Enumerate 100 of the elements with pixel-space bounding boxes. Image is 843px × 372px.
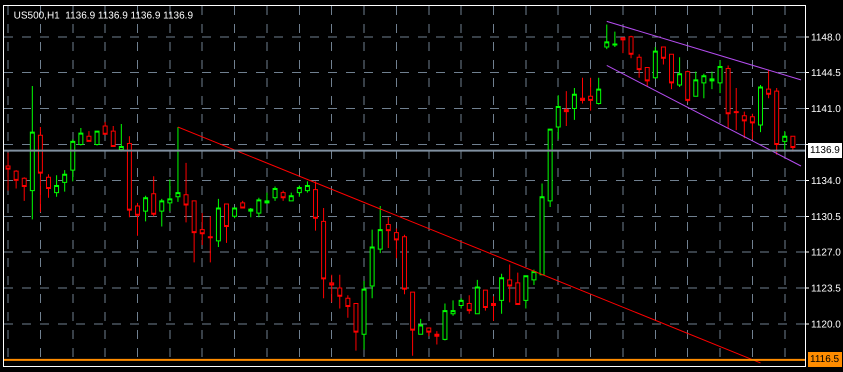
y-tick-label: 1127.0 (811, 248, 842, 259)
ref-line-label: 1136.9 (810, 145, 840, 156)
candlestick (321, 208, 326, 299)
candlestick (175, 126, 180, 202)
candlestick (159, 198, 164, 228)
candlestick (313, 180, 318, 232)
candlestick (6, 152, 11, 192)
candlestick (636, 54, 642, 78)
candlestick (38, 126, 43, 213)
chart-title: US500,H1 1136.9 1136.9 1136.9 1136.9 (14, 10, 194, 22)
candlestick (766, 69, 772, 99)
candlestick (507, 264, 512, 303)
candlestick (734, 88, 739, 131)
candlestick (280, 190, 286, 202)
candlestick (620, 37, 626, 54)
candlestick (548, 128, 553, 208)
candlestick (450, 300, 456, 316)
candlestick (718, 60, 723, 94)
candlestick (612, 31, 618, 48)
candlestick (256, 197, 262, 218)
candlestick (742, 111, 747, 139)
y-tick-label: 1130.5 (811, 212, 842, 223)
candlestick (143, 195, 148, 222)
candlestick (466, 294, 472, 314)
candlestick (240, 200, 246, 209)
candlestick (434, 330, 440, 345)
candlestick (386, 216, 391, 249)
candlestick (54, 174, 60, 198)
candlestick (410, 292, 416, 356)
candlestick (556, 94, 561, 140)
candlestick (418, 318, 424, 335)
candlestick (135, 202, 140, 236)
candlestick (248, 208, 254, 218)
candlestick (580, 77, 585, 104)
candlestick (442, 302, 448, 341)
candlestick (46, 174, 51, 198)
y-tick-label: 1148.0 (811, 32, 842, 44)
candlestick (660, 46, 666, 65)
candlestick (200, 212, 205, 246)
candlestick (345, 294, 350, 318)
candlestick (394, 228, 399, 259)
candlestick (685, 70, 690, 103)
candlestick (264, 192, 270, 204)
candlestick (669, 54, 674, 90)
candlestick (94, 130, 100, 146)
candlestick (677, 56, 682, 88)
candlestick (482, 290, 488, 312)
candlestick (709, 71, 714, 90)
candlestick (564, 90, 569, 126)
candlestick (644, 67, 650, 86)
candlestick (474, 279, 480, 314)
candlestick (370, 229, 375, 299)
candlestick (378, 206, 383, 254)
candlestick (491, 296, 496, 322)
candlestick (78, 128, 84, 146)
candlestick (102, 121, 108, 135)
candlestick (232, 208, 238, 219)
candlestick (184, 162, 189, 223)
candlestick (523, 275, 528, 310)
candlestick (126, 136, 132, 218)
y-tick-label: 1123.5 (811, 284, 842, 295)
candlestick (62, 170, 68, 192)
candlestick (329, 274, 334, 303)
candlestick (426, 328, 432, 337)
candlestick (588, 77, 594, 112)
candlestick (596, 77, 602, 105)
candlestick (110, 126, 116, 148)
candlestick (572, 88, 577, 120)
candlestick (531, 269, 536, 286)
y-tick-label: 1120.0 (811, 319, 842, 330)
candlestick (337, 274, 342, 310)
candlestick (151, 176, 156, 217)
candlestick (458, 298, 464, 310)
candlestick (790, 136, 796, 152)
candlestick (774, 88, 780, 156)
candlestick (30, 86, 35, 220)
candlestick (540, 182, 545, 276)
candlestick (782, 130, 788, 152)
candlestick (14, 170, 19, 190)
candlestick (288, 192, 294, 202)
candlestick (693, 71, 698, 97)
candlestick (304, 180, 310, 194)
y-tick-label: 1141.0 (811, 104, 842, 116)
candlestick (208, 216, 213, 263)
candlestick (701, 73, 706, 99)
candlestick (604, 24, 610, 50)
candlestick (353, 302, 358, 352)
candlestick (216, 198, 221, 248)
candlestick (515, 272, 520, 305)
candlestick (272, 186, 278, 202)
candlestick (224, 203, 229, 244)
candlestick (192, 200, 197, 263)
candlestick (167, 178, 172, 212)
candlestick (628, 35, 634, 59)
candlestick (402, 234, 407, 295)
candlestick (296, 184, 302, 198)
candlestick (22, 176, 27, 202)
candlestick (362, 280, 367, 350)
candlestick (70, 138, 76, 182)
y-tick-label: 1144.5 (811, 68, 842, 80)
